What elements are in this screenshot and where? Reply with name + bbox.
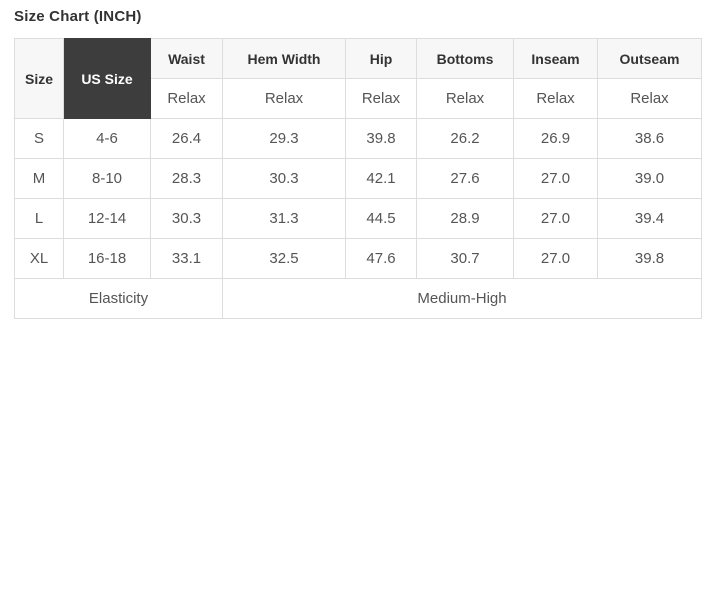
value-cell: 39.4 bbox=[597, 198, 702, 239]
elasticity-value-cell: Medium-High bbox=[222, 278, 702, 319]
value-cell: 27.0 bbox=[513, 238, 598, 279]
fit-type-hem-width: Relax bbox=[222, 78, 346, 119]
value-cell: 44.5 bbox=[345, 198, 417, 239]
header-outseam: Outseam bbox=[597, 38, 702, 79]
fit-type-hip: Relax bbox=[345, 78, 417, 119]
header-size: Size bbox=[14, 38, 64, 119]
value-cell: 28.9 bbox=[416, 198, 514, 239]
table-row-size-l: L 12-14 30.3 31.3 44.5 28.9 27.0 39.4 bbox=[14, 198, 702, 239]
value-cell: 30.3 bbox=[222, 158, 346, 199]
table-row-size-s: S 4-6 26.4 29.3 39.8 26.2 26.9 38.6 bbox=[14, 118, 702, 159]
fit-type-waist: Relax bbox=[150, 78, 223, 119]
header-hip: Hip bbox=[345, 38, 417, 79]
us-size-cell: 12-14 bbox=[63, 198, 151, 239]
table-row-elasticity: Elasticity Medium-High bbox=[14, 278, 702, 319]
value-cell: 39.0 bbox=[597, 158, 702, 199]
fit-type-inseam: Relax bbox=[513, 78, 598, 119]
size-cell: XL bbox=[14, 238, 64, 279]
value-cell: 33.1 bbox=[150, 238, 223, 279]
header-row-labels: Size US Size Waist Hem Width Hip Bottoms… bbox=[14, 38, 702, 119]
table-row-size-m: M 8-10 28.3 30.3 42.1 27.6 27.0 39.0 bbox=[14, 158, 702, 199]
value-cell: 26.2 bbox=[416, 118, 514, 159]
value-cell: 39.8 bbox=[345, 118, 417, 159]
header-bottoms: Bottoms bbox=[416, 38, 514, 79]
size-chart-table: Size US Size Waist Hem Width Hip Bottoms… bbox=[14, 38, 702, 319]
value-cell: 38.6 bbox=[597, 118, 702, 159]
value-cell: 27.6 bbox=[416, 158, 514, 199]
fit-type-bottoms: Relax bbox=[416, 78, 514, 119]
value-cell: 30.7 bbox=[416, 238, 514, 279]
fit-type-outseam: Relax bbox=[597, 78, 702, 119]
size-cell: L bbox=[14, 198, 64, 239]
value-cell: 30.3 bbox=[150, 198, 223, 239]
value-cell: 26.4 bbox=[150, 118, 223, 159]
header-row-fit-type: Relax Relax Relax Relax Relax Relax bbox=[15, 78, 702, 119]
us-size-cell: 4-6 bbox=[63, 118, 151, 159]
header-waist: Waist bbox=[150, 38, 223, 79]
value-cell: 39.8 bbox=[597, 238, 702, 279]
header-hem-width: Hem Width bbox=[222, 38, 346, 79]
size-chart-page: Size Chart (INCH) Size US Size Waist Hem… bbox=[14, 8, 702, 319]
value-cell: 27.0 bbox=[513, 198, 598, 239]
value-cell: 47.6 bbox=[345, 238, 417, 279]
header-inseam: Inseam bbox=[513, 38, 598, 79]
value-cell: 26.9 bbox=[513, 118, 598, 159]
value-cell: 32.5 bbox=[222, 238, 346, 279]
value-cell: 29.3 bbox=[222, 118, 346, 159]
size-cell: S bbox=[14, 118, 64, 159]
value-cell: 27.0 bbox=[513, 158, 598, 199]
page-title: Size Chart (INCH) bbox=[14, 8, 142, 25]
table-row-size-xl: XL 16-18 33.1 32.5 47.6 30.7 27.0 39.8 bbox=[14, 238, 702, 279]
us-size-cell: 8-10 bbox=[63, 158, 151, 199]
value-cell: 28.3 bbox=[150, 158, 223, 199]
elasticity-label-cell: Elasticity bbox=[14, 278, 223, 319]
us-size-cell: 16-18 bbox=[63, 238, 151, 279]
header-us-size: US Size bbox=[63, 38, 151, 119]
value-cell: 42.1 bbox=[345, 158, 417, 199]
value-cell: 31.3 bbox=[222, 198, 346, 239]
size-cell: M bbox=[14, 158, 64, 199]
